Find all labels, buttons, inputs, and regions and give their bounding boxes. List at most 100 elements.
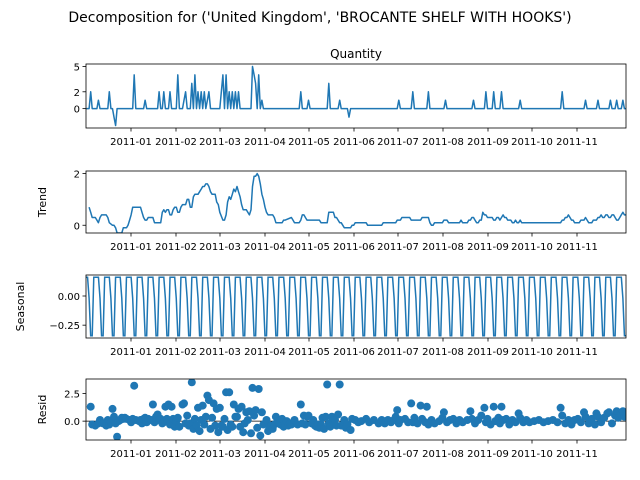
y-tick-label: 0.00 [58,292,80,303]
resid-point [254,385,263,393]
x-tick-label: 2011-10 [511,449,553,460]
resid-point [622,411,626,420]
x-tick-label: 2011-03 [199,449,241,460]
resid-point [393,406,402,415]
axes-frame [85,274,627,339]
x-tick-label: 2011-08 [422,242,464,253]
resid-point [211,421,220,430]
seasonal-line [86,276,626,337]
x-tick-label: 2011-07 [377,347,419,358]
resid-point [243,416,252,424]
x-tick-label: 2011-09 [467,242,509,253]
x-tick-label: 2011-09 [467,137,509,148]
axes-frame [85,378,627,441]
plot-area-1 [86,65,626,127]
x-tick-label: 2011-11 [556,347,598,358]
resid-point [130,381,139,390]
x-tick-label: 2011-04 [244,449,286,460]
resid-point [257,408,266,417]
resid-point [256,431,265,440]
x-tick-label: 2011-06 [333,347,375,358]
resid-point [251,406,260,415]
resid-point [301,420,310,429]
x-tick-label: 2011-04 [244,242,286,253]
resid-point [247,429,255,438]
y-tick-label: 0 [74,105,80,116]
x-tick-label: 2011-01 [110,137,152,148]
resid-point [148,400,157,409]
y-tick-label: 2 [74,170,80,181]
resid-point [477,411,486,420]
resid-point [237,402,246,411]
resid-point [556,403,565,412]
x-tick-label: 2011-03 [199,347,241,358]
resid-point [581,412,590,421]
x-tick-label: 2011-11 [556,137,598,148]
x-tick-label: 2011-07 [377,242,419,253]
y-axis-label: Seasonal [14,282,27,332]
resid-point [323,380,332,389]
resid-point [208,413,217,422]
x-tick-label: 2011-02 [155,347,197,358]
x-tick-label: 2011-01 [110,449,152,460]
plot-area-2 [88,172,626,233]
x-tick-label: 2011-05 [288,137,330,148]
series-line [86,65,626,127]
x-tick-label: 2011-08 [422,449,464,460]
subplot-title: Quantity [330,47,382,61]
x-tick-label: 2011-01 [110,347,152,358]
x-tick-label: 2011-05 [288,242,330,253]
resid-point [180,399,188,408]
resid-point [248,383,257,392]
resid-point [334,410,343,419]
resid-point [590,420,599,429]
resid-point [558,411,567,420]
resid-point [346,426,355,434]
resid-point [187,379,196,387]
y-tick-label: 0.0 [64,417,80,428]
x-tick-label: 2011-10 [511,347,553,358]
resid-point [489,402,498,411]
plot-area-4 [86,379,626,440]
y-tick-label: 0 [74,221,80,232]
resid-point [497,402,506,411]
resid-point [604,408,613,417]
resid-point [416,401,425,410]
series-line [88,172,626,233]
x-tick-label: 2011-04 [244,137,286,148]
resid-point [195,427,204,436]
resid-point [173,413,182,422]
resid-point [576,418,585,427]
resid-point [466,407,475,416]
axes-frame [85,170,627,234]
x-tick-label: 2011-09 [467,347,509,358]
resid-point [480,403,489,412]
resid-point [198,401,207,410]
resid-point [296,400,305,409]
x-tick-label: 2011-09 [467,449,509,460]
y-tick-label: 2 [74,88,80,99]
x-tick-label: 2011-07 [377,137,419,148]
x-tick-label: 2011-05 [288,449,330,460]
x-tick-label: 2011-08 [422,347,464,358]
resid-point [253,423,262,432]
y-tick-label: 5 [74,63,80,74]
x-tick-label: 2011-05 [288,347,330,358]
resid-point [228,422,237,431]
resid-point [233,412,241,421]
x-tick-label: 2011-01 [110,242,152,253]
resid-point [439,408,448,417]
resid-point [407,399,416,408]
resid-point [86,402,95,411]
x-tick-label: 2011-03 [199,242,241,253]
resid-point [183,411,192,420]
resid-point [175,422,184,431]
resid-point [215,403,224,412]
resid-point [608,419,616,428]
x-tick-label: 2011-11 [556,449,598,460]
